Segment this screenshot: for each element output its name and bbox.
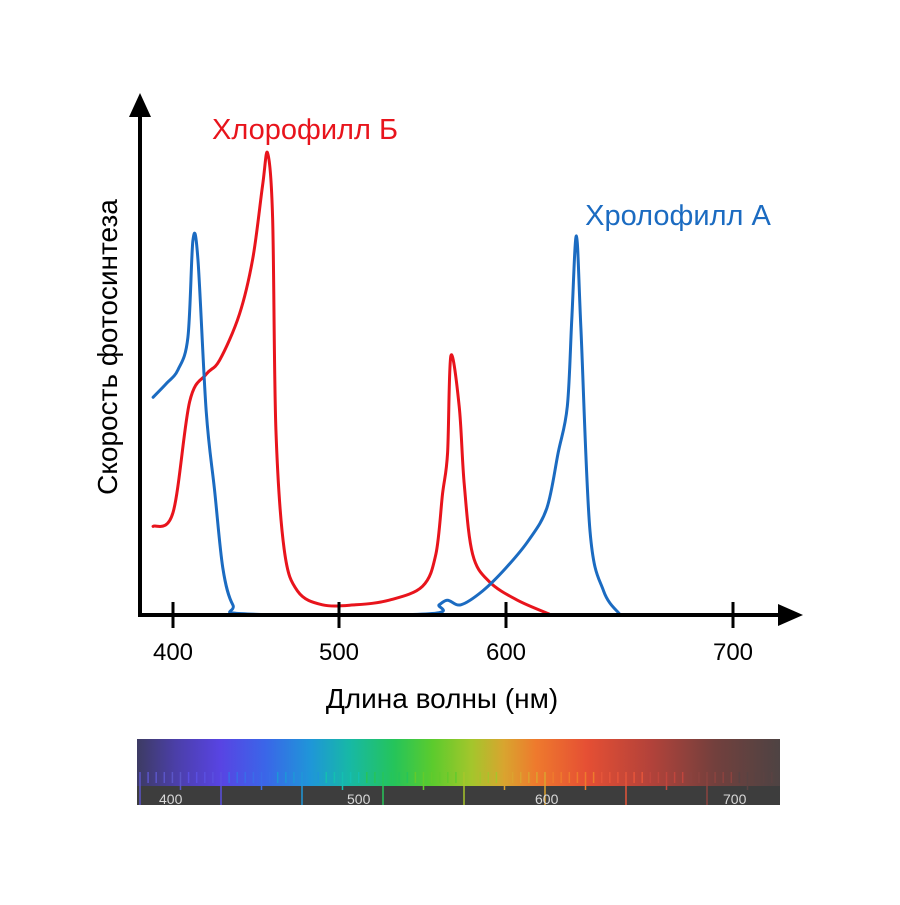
x-ticks: 400 500 600 700 [153,602,753,666]
x-tick-label-600: 600 [486,639,526,666]
series-line-chlorophyll-b [151,150,551,616]
series-label-chlorophyll-b: Хлорофилл Б [212,114,398,146]
x-tick-label-500: 500 [319,639,359,666]
x-axis-arrow [778,604,803,626]
spectrum-bar: 400 500 600 700 [137,739,780,807]
series-line-chlorophyll-a [151,231,621,617]
series-layer [151,150,621,617]
spectrum-scale-band [137,786,780,805]
x-axis-title: Длина волны (нм) [326,683,558,714]
spectrum-label-400: 400 [159,791,183,807]
y-axis-arrow [129,93,151,117]
y-axis-title: Скорость фотосинтеза [92,199,123,495]
spectrum-label-700: 700 [723,791,747,807]
series-label-chlorophyll-a: Хролофилл А [585,200,771,232]
spectrum-label-500: 500 [347,791,371,807]
x-tick-label-400: 400 [153,639,193,666]
spectrum-label-600: 600 [535,791,559,807]
spectrum-ticks [139,772,773,805]
x-tick-label-700: 700 [713,639,753,666]
